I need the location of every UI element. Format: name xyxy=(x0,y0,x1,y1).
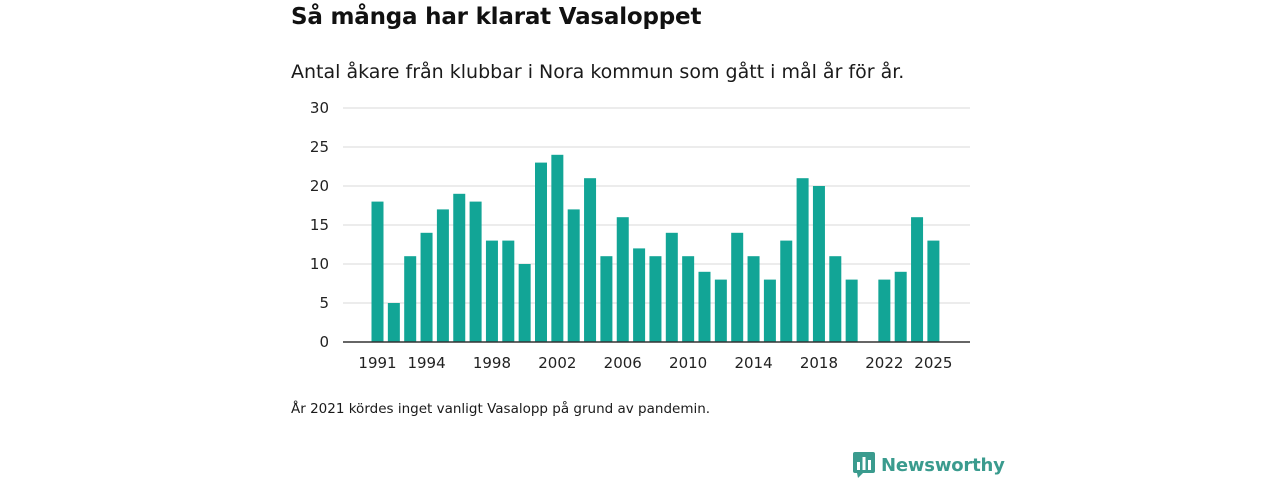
y-tick-label: 20 xyxy=(310,177,329,195)
bar-2016 xyxy=(780,240,793,342)
bar-2018 xyxy=(812,186,825,342)
chart-title: Så många har klarat Vasaloppet xyxy=(291,4,702,30)
x-tick-label: 2022 xyxy=(865,354,903,372)
bar-1997 xyxy=(469,201,482,342)
chart-footnote: År 2021 kördes inget vanligt Vasalopp på… xyxy=(291,401,711,417)
bar-2007 xyxy=(633,248,646,342)
bar-1991 xyxy=(371,201,384,342)
bar-2024 xyxy=(911,217,924,342)
x-tick-label: 1991 xyxy=(358,354,396,372)
x-tick-label: 1998 xyxy=(473,354,511,372)
bar-2014 xyxy=(747,256,760,342)
bar-2002 xyxy=(551,154,564,342)
bar-1996 xyxy=(453,193,466,342)
bar-2001 xyxy=(535,162,547,342)
bar-2009 xyxy=(665,232,678,342)
bar-2000 xyxy=(518,264,531,342)
bar-2019 xyxy=(829,256,842,342)
x-tick-label: 2014 xyxy=(734,354,772,372)
bar-1992 xyxy=(387,303,400,342)
bar-2008 xyxy=(649,256,662,342)
bar-2025 xyxy=(927,240,940,342)
x-tick-label: 1994 xyxy=(407,354,445,372)
bar-2010 xyxy=(682,256,695,342)
bar-2003 xyxy=(567,209,580,342)
bar-1998 xyxy=(485,240,498,342)
bar-2020 xyxy=(845,279,858,342)
y-tick-label: 15 xyxy=(310,216,329,234)
chart-subtitle: Antal åkare från klubbar i Nora kommun s… xyxy=(291,61,905,83)
bar-2004 xyxy=(584,178,597,342)
bar-2013 xyxy=(731,232,744,342)
x-tick-label: 2025 xyxy=(914,354,952,372)
brand-logo: Newsworthy xyxy=(853,452,1005,478)
bar-1993 xyxy=(404,256,417,342)
bar-2012 xyxy=(714,279,727,342)
y-tick-label: 25 xyxy=(310,138,329,156)
x-tick-label: 2018 xyxy=(800,354,838,372)
bar-2015 xyxy=(763,279,776,342)
bar-1999 xyxy=(502,240,515,342)
newsworthy-logo-icon xyxy=(853,452,875,478)
bar-2022 xyxy=(878,279,891,342)
bar-2017 xyxy=(796,178,809,342)
bar-2023 xyxy=(894,271,907,342)
x-tick-label: 2002 xyxy=(538,354,576,372)
x-tick-label: 2006 xyxy=(604,354,642,372)
y-tick-label: 0 xyxy=(319,333,329,351)
bar-2006 xyxy=(616,217,629,342)
bar-1995 xyxy=(436,209,449,342)
bar-1994 xyxy=(420,232,433,342)
y-tick-label: 30 xyxy=(310,99,329,117)
bar-2011 xyxy=(698,271,711,342)
bar-2005 xyxy=(600,256,613,342)
y-tick-label: 5 xyxy=(319,294,329,312)
x-tick-label: 2010 xyxy=(669,354,707,372)
y-tick-label: 10 xyxy=(310,255,329,273)
brand-name: Newsworthy xyxy=(881,454,1005,476)
